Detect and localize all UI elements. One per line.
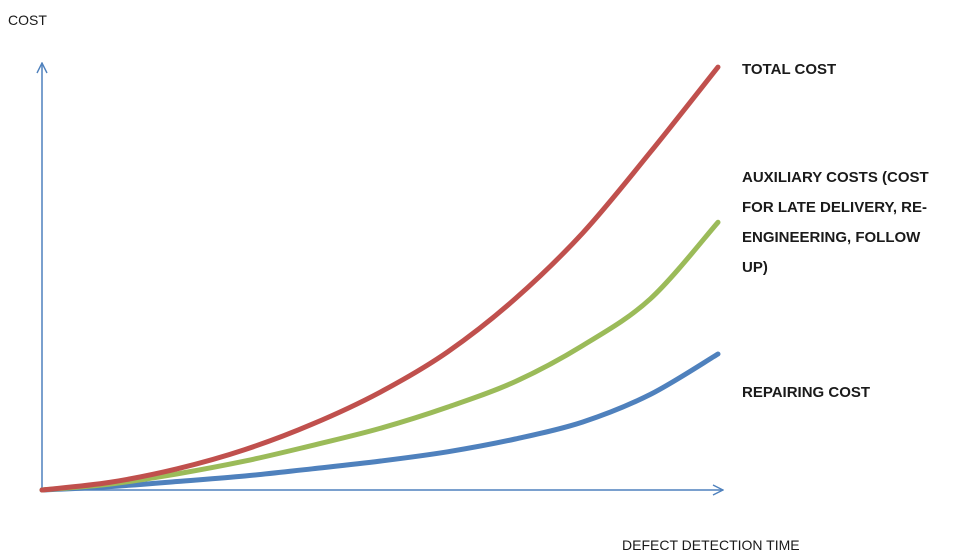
series-label-line: TOTAL COST — [742, 61, 836, 78]
series-label-line: UP) — [742, 259, 768, 276]
series-line-2 — [39, 351, 721, 493]
series-label-1: AUXILIARY COSTS (COST FOR LATE DELIVERY, … — [742, 169, 929, 276]
series-layer — [39, 64, 721, 493]
x-axis-label: DEFECT DETECTION TIME — [622, 537, 800, 553]
series-label-line: ENGINEERING, FOLLOW — [742, 229, 921, 246]
series-label-layer: TOTAL COST AUXILIARY COSTS (COST FOR LATE … — [742, 61, 929, 401]
y-axis-label: COST — [8, 12, 47, 28]
series-line-0 — [39, 64, 721, 493]
series-label-line: AUXILIARY COSTS (COST — [742, 169, 929, 186]
series-label-0: TOTAL COST — [742, 61, 836, 78]
series-label-2: REPAIRING COST — [742, 384, 870, 401]
series-label-line: FOR LATE DELIVERY, RE- — [742, 199, 927, 216]
series-label-line: REPAIRING COST — [742, 384, 870, 401]
series-line-1 — [39, 219, 721, 493]
